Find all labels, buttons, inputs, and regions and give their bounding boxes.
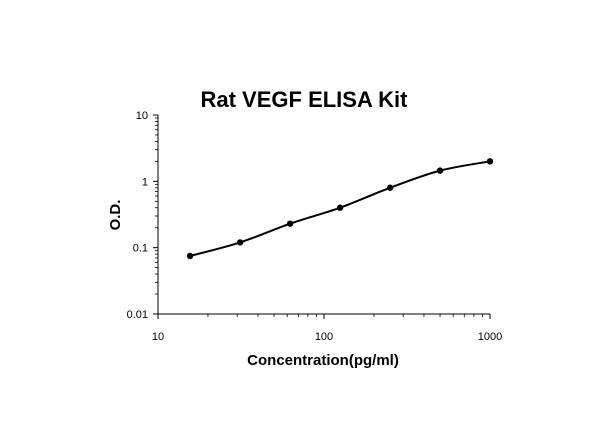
- data-point: [286, 220, 294, 227]
- chart-title: Rat VEGF ELISA Kit: [201, 87, 409, 112]
- y-axis-label-group: O.D.: [107, 200, 124, 231]
- y-tick-label: 10: [136, 110, 148, 122]
- data-point: [186, 252, 194, 260]
- x-tick-label: 10: [152, 331, 164, 343]
- y-tick-label: 0.01: [127, 309, 148, 321]
- data-point: [436, 167, 444, 174]
- x-axis-label: Concentration(pg/ml): [247, 352, 399, 369]
- x-tick-label: 100: [315, 331, 333, 343]
- data-point: [336, 204, 344, 211]
- y-tick-label: 0.1: [133, 243, 148, 255]
- data-point: [486, 158, 494, 165]
- y-axis-label: O.D.: [107, 200, 124, 231]
- x-tick-label: 1000: [478, 331, 502, 343]
- plot-area: 0.01 0.1 1 10 10 100 1000: [127, 110, 503, 343]
- data-point: [386, 184, 394, 191]
- y-tick-label: 1: [142, 176, 148, 188]
- data-point: [236, 239, 244, 246]
